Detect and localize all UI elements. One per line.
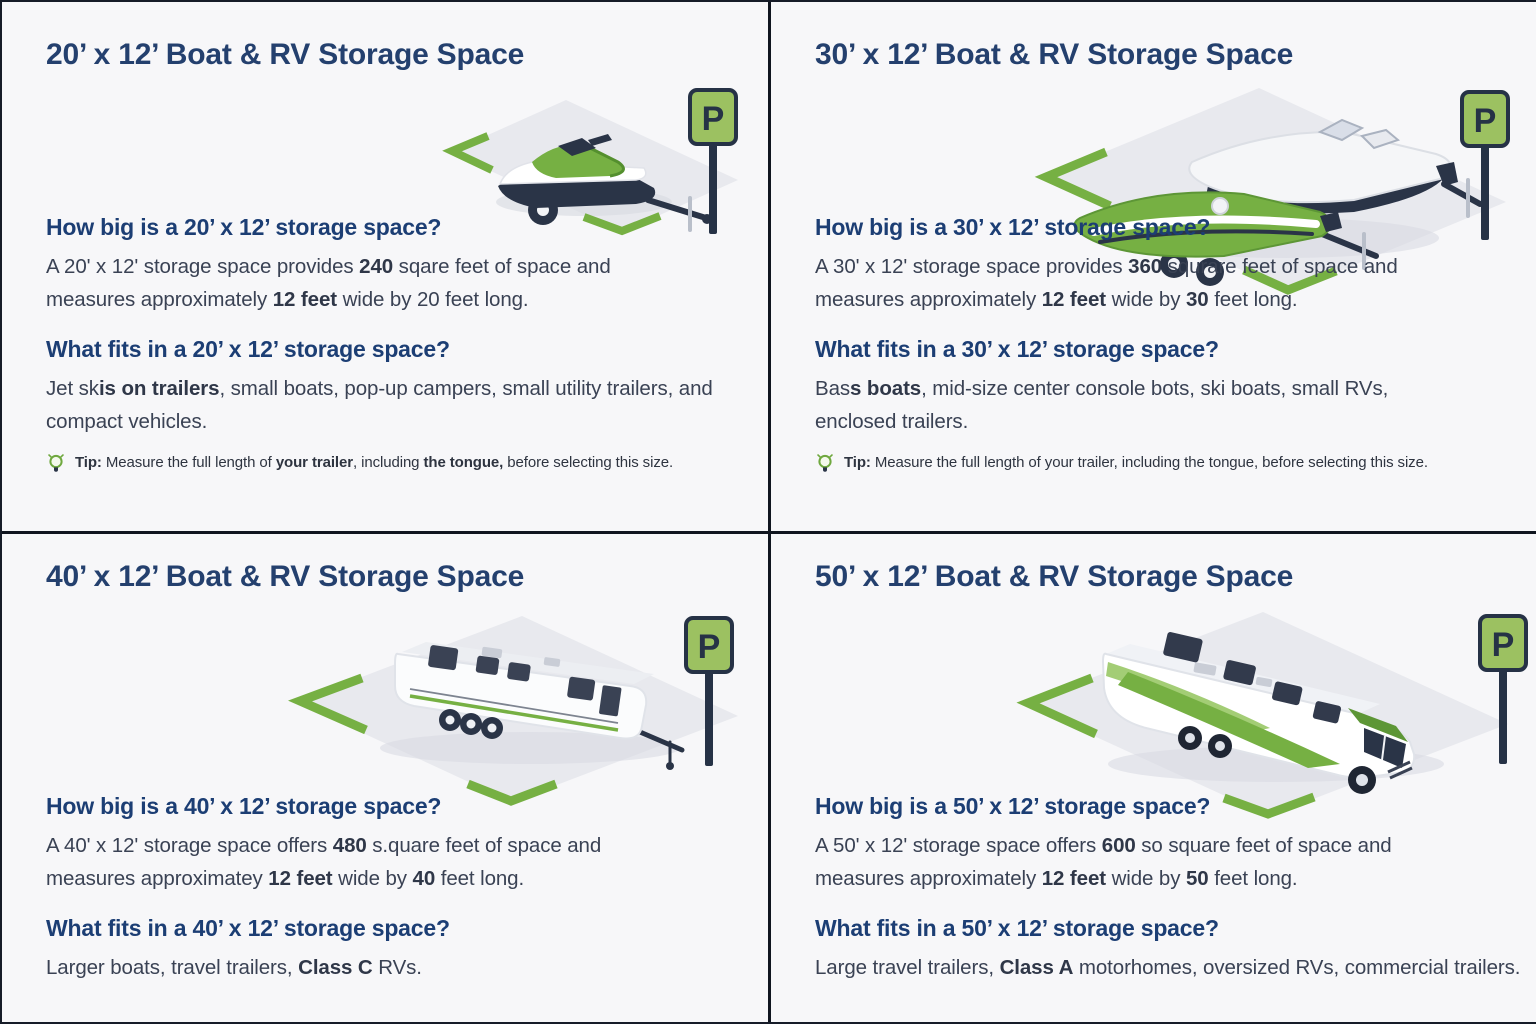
how-big-text: A 20' x 12' storage space provides 240 s… [46,255,611,311]
panel-40x12: 40’ x 12’ Boat & RV Storage Space [2,534,768,1022]
pad-corner-marker [1222,792,1316,819]
panel-title: 30’ x 12’ Boat & RV Storage Space [815,38,1294,71]
horizontal-divider [2,531,1536,534]
how-big-section: How big is a 50’ x 12’ storage space? A … [815,793,1498,895]
parking-sign: P [1460,90,1510,240]
what-fits-heading: What fits in a 50’ x 12’ storage space? [815,915,1219,941]
pad-corner-marker [582,212,662,236]
panel-30x12: 30’ x 12’ Boat & RV Storage Space [771,2,1536,531]
parking-sign-letter: P [1492,626,1515,664]
panel-title: 40’ x 12’ Boat & RV Storage Space [46,560,525,593]
pad-corner-marker [442,132,494,174]
parking-sign-letter: P [702,100,725,138]
what-fits-section: What fits in a 40’ x 12’ storage space? … [46,915,728,984]
panel-50x12: 50’ x 12’ Boat & RV Storage Space [771,534,1536,1022]
parking-sign-letter: P [1474,102,1497,140]
lightbulb-icon [817,454,833,472]
jet-ski-illustration: P [442,88,738,236]
pad-corner-marker [1242,265,1338,295]
parking-sign: P [684,616,734,766]
what-fits-text: Large travel trailers, Class A motorhome… [815,956,1521,979]
how-big-section: How big is a 30’ x 12’ storage space? A … [815,214,1498,316]
vertical-divider [768,2,771,1022]
what-fits-heading: What fits in a 20’ x 12’ storage space? [46,336,450,362]
travel-trailer-illustration: P [288,616,738,806]
tip-row: Tip: Measure the full length of your tra… [46,452,728,474]
how-big-text: A 30' x 12' storage space provides 360 s… [815,255,1398,311]
pad-corner-marker [466,779,558,806]
what-fits-heading: What fits in a 40’ x 12’ storage space? [46,915,450,941]
how-big-heading: How big is a 30’ x 12’ storage space? [815,214,1211,240]
how-big-text: A 40' x 12' storage space offers 480 s.q… [46,834,602,890]
how-big-section: How big is a 40’ x 12’ storage space? A … [46,793,728,895]
how-big-heading: How big is a 20’ x 12’ storage space? [46,214,442,240]
panel-title: 20’ x 12’ Boat & RV Storage Space [46,38,525,71]
motorhome-illustration: P [1016,612,1528,819]
panel-title: 50’ x 12’ Boat & RV Storage Space [815,560,1294,593]
lightbulb-icon [48,454,64,472]
travel-trailer [394,642,685,770]
parking-sign: P [688,88,738,234]
what-fits-section: What fits in a 20’ x 12’ storage space? … [46,336,728,438]
tip-row: Tip: Measure the full length of your tra… [815,452,1498,474]
what-fits-section: What fits in a 50’ x 12’ storage space? … [815,915,1521,984]
how-big-text: A 50' x 12' storage space offers 600 so … [815,834,1392,890]
what-fits-text: Jet skis on trailers, small boats, pop-u… [46,377,713,433]
parking-sign-letter: P [698,628,721,666]
jet-ski-on-trailer [498,134,712,232]
what-fits-text: Larger boats, travel trailers, Class C R… [46,956,422,979]
panel-20x12: 20’ x 12’ Boat & RV Storage Space [2,2,768,531]
tip-text: Tip: Measure the full length of your tra… [844,454,1428,471]
what-fits-section: What fits in a 30’ x 12’ storage space? … [815,336,1498,438]
pad-corner-marker [288,673,368,735]
two-boats-illustration: P [1034,88,1510,295]
how-big-heading: How big is a 40’ x 12’ storage space? [46,793,442,819]
green-bass-boat-on-trailer [1073,191,1379,286]
what-fits-heading: What fits in a 30’ x 12’ storage space? [815,336,1219,362]
parking-sign: P [1478,614,1528,764]
what-fits-text: Bass boats, mid-size center console bots… [815,377,1389,433]
pad-corner-marker [1016,673,1098,739]
how-big-heading: How big is a 50’ x 12’ storage space? [815,793,1211,819]
how-big-section: How big is a 20’ x 12’ storage space? A … [46,214,728,316]
pad-corner-marker [1034,147,1112,211]
class-a-motorhome [1101,632,1416,794]
tip-text: Tip: Measure the full length of your tra… [75,454,674,471]
